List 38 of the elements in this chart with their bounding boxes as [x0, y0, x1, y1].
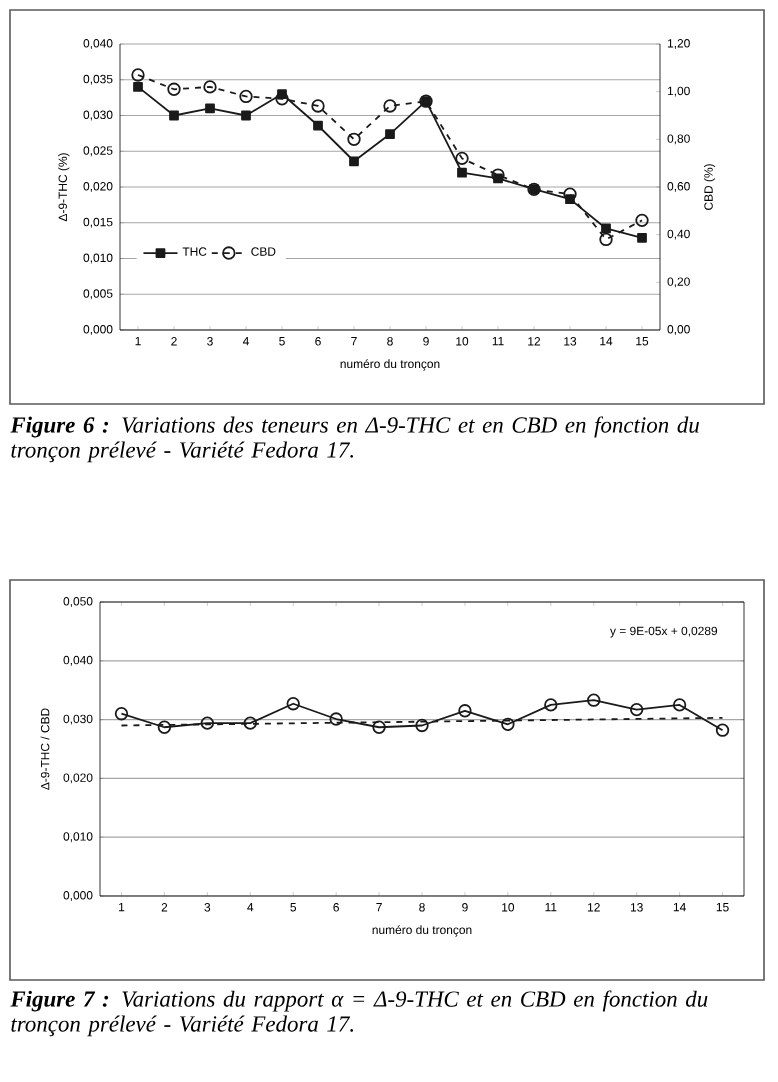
text: Figure 7 : Variations du rapport α = Δ-9-THC et en CBD en fonction du tronçon prélevé - Variété Fedora 17. [10, 990, 708, 1037]
point [372, 720, 386, 734]
text: Figure 6 : Variations des teneurs en Δ-9-THC et en CBD en fonction du tronçon prélevé - Variété Fedora 17. [10, 416, 699, 463]
point [286, 697, 300, 711]
point [587, 693, 601, 707]
point [131, 68, 145, 82]
point [349, 156, 359, 167]
point [501, 717, 515, 731]
point [672, 698, 687, 712]
point [415, 718, 429, 733]
point [241, 110, 251, 121]
point [491, 168, 505, 182]
point [563, 187, 577, 201]
point [457, 167, 467, 178]
point [635, 213, 649, 228]
point [133, 82, 143, 92]
point [157, 720, 172, 734]
point [601, 223, 611, 234]
point [383, 99, 397, 113]
point [169, 110, 179, 121]
point [203, 80, 217, 94]
point [205, 103, 215, 114]
point [599, 232, 613, 247]
point [458, 704, 472, 718]
point [200, 716, 215, 730]
point [239, 89, 253, 104]
point [455, 151, 469, 166]
point [347, 132, 361, 146]
point [329, 712, 343, 726]
point [243, 716, 257, 730]
point [311, 99, 325, 113]
point [544, 698, 558, 712]
point [629, 702, 644, 717]
point [385, 129, 395, 139]
point [637, 232, 647, 243]
point [275, 92, 289, 106]
point [313, 120, 323, 131]
point [167, 82, 181, 96]
